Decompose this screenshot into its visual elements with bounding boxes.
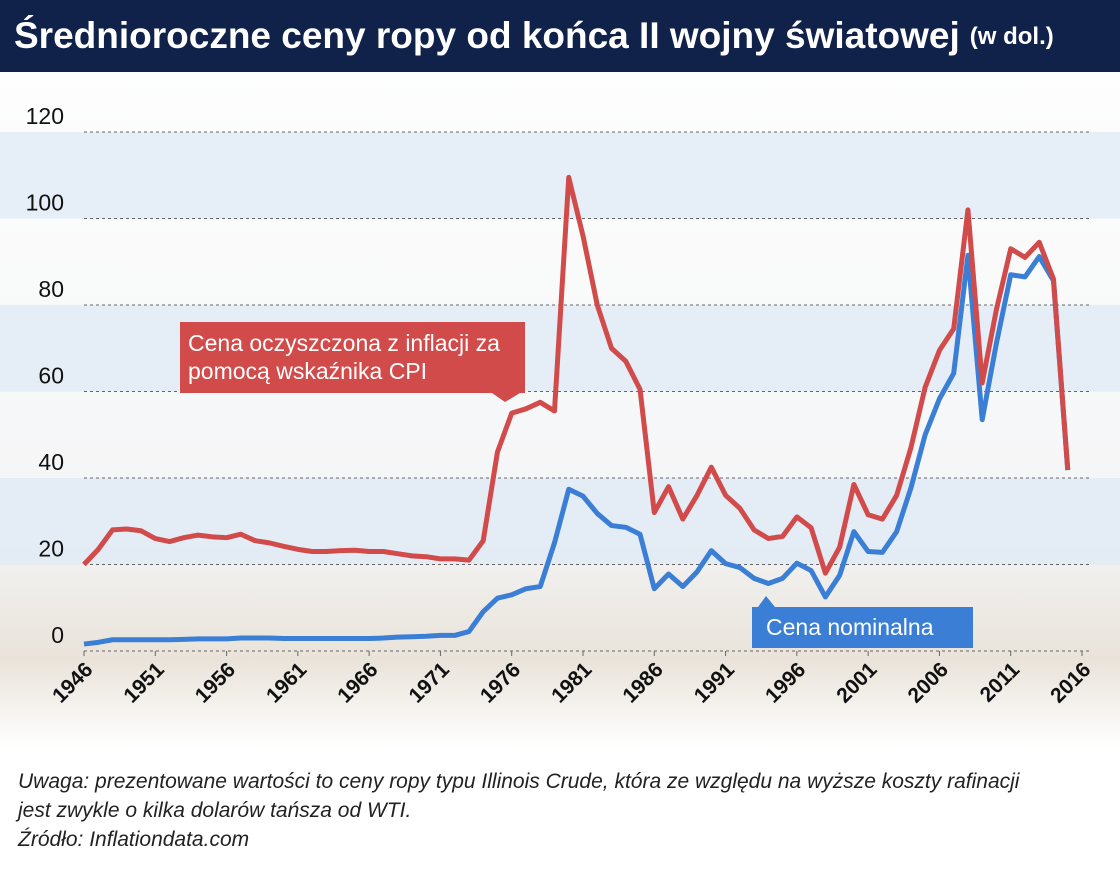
y-tick-label: 0 (51, 622, 64, 648)
subtitle: (w dol.) (970, 23, 1054, 50)
x-tick-label: 1946 (48, 658, 97, 707)
x-tick-label: 2006 (904, 658, 953, 707)
x-tick-label: 1966 (333, 658, 382, 707)
lines (82, 174, 1071, 647)
chart-title: Średnioroczne ceny ropy od końca II wojn… (14, 14, 1054, 56)
y-tick-label: 40 (38, 449, 64, 475)
x-tick-label: 1981 (547, 658, 597, 708)
x-tick-label: 2001 (832, 658, 882, 708)
x-tick-label: 1971 (405, 658, 455, 708)
annotation-box (180, 322, 525, 402)
y-tick-label: 60 (38, 363, 64, 389)
x-tick-label: 1961 (262, 658, 312, 708)
legend-label: Cena oczyszczona z inflacji za pomocą ws… (188, 330, 500, 384)
y-tick-label: 80 (38, 276, 64, 302)
title-bar (0, 0, 1120, 72)
y-tick-label: 20 (38, 536, 64, 562)
x-tick-label: 1976 (476, 658, 525, 707)
x-tick-label: 1996 (761, 658, 810, 707)
note: Uwaga: prezentowane wartości to ceny rop… (18, 770, 1020, 822)
x-tick-label: 1986 (618, 658, 667, 707)
band (0, 132, 1120, 219)
legend-label: Cena nominalna (766, 614, 934, 640)
x-tick-label: 1991 (690, 658, 740, 708)
x-tick-label: 2011 (976, 658, 1025, 707)
x-tick-label: 1951 (119, 658, 169, 708)
x-tick-label: 2016 (1046, 658, 1095, 707)
title: Średnioroczne ceny ropy od końca II wojn… (14, 14, 960, 56)
y-tick-label: 100 (26, 190, 64, 216)
series-line (83, 252, 1071, 647)
grid (83, 131, 1090, 656)
annotation-box (752, 596, 973, 648)
x-tick-label: 1956 (191, 658, 240, 707)
series-line (82, 174, 1071, 576)
y-tick-label: 120 (26, 103, 64, 129)
source: Źródło: Inflationdata.com (18, 828, 250, 851)
